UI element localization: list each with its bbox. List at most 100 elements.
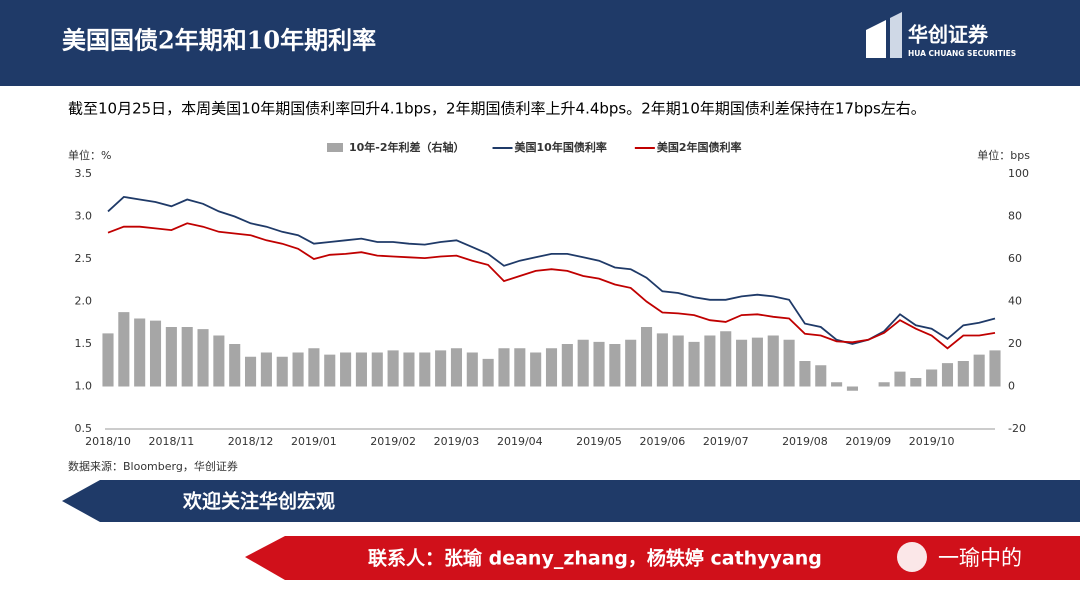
logo: 华创证券 HUA CHUANG SECURITIES [866, 12, 1016, 58]
bar [941, 363, 954, 387]
bar [213, 335, 225, 387]
bar [340, 352, 352, 387]
y2-tick-label: 80 [1008, 210, 1022, 223]
y-tick-label: 3.0 [75, 210, 93, 223]
bar [672, 335, 684, 387]
bar [514, 348, 526, 387]
bar [530, 352, 542, 387]
y2-unit: 单位：bps [977, 148, 1030, 162]
y-tick-label: 3.5 [75, 167, 93, 180]
bar [387, 350, 399, 387]
y2-tick-label: -20 [1008, 422, 1026, 435]
line [107, 222, 996, 350]
bar [815, 365, 827, 387]
bar [846, 386, 858, 391]
x-tick-label: 2019/03 [434, 435, 480, 448]
bar [355, 352, 367, 387]
bar [656, 333, 668, 387]
logo-sub: HUA CHUANG SECURITIES [908, 49, 1016, 58]
y-tick-label: 2.5 [75, 252, 93, 265]
bar [609, 344, 621, 387]
legend: 10年-2年利差（右轴） 美国10年国债利率 美国2年国债利率 [327, 140, 742, 154]
y2-tick-label: 100 [1008, 167, 1029, 180]
bar [102, 333, 114, 387]
bar [197, 329, 209, 387]
bar [894, 371, 906, 387]
bar [435, 350, 447, 387]
x-tick-label: 2019/02 [370, 435, 416, 448]
legend-swatch [327, 143, 343, 152]
bar [751, 337, 763, 387]
y2-tick-label: 20 [1008, 337, 1022, 350]
bar [482, 358, 494, 387]
x-tick-label: 2019/09 [845, 435, 891, 448]
bar [736, 339, 748, 387]
bar [625, 339, 637, 387]
bar [957, 361, 969, 387]
bar [308, 348, 320, 387]
bar [926, 369, 938, 387]
bar [640, 327, 653, 387]
y-tick-label: 1.5 [75, 337, 93, 350]
bar [419, 352, 431, 387]
x-tick-label: 2019/06 [640, 435, 686, 448]
bar [276, 356, 288, 387]
bar [181, 327, 193, 387]
legend-label: 10年-2年利差（右轴） [349, 140, 465, 154]
bar [878, 382, 890, 387]
x-tick-label: 2019/05 [576, 435, 622, 448]
slide-title: 美国国债2年期和10年期利率 [62, 26, 376, 55]
contact-banner [245, 536, 1080, 580]
legend-label: 美国10年国债利率 [515, 140, 607, 154]
bar [973, 354, 985, 387]
wechat-icon [897, 542, 927, 572]
bar [577, 339, 589, 387]
bar [704, 335, 716, 387]
y-tick-label: 2.0 [75, 295, 93, 308]
x-tick-label: 2018/10 [85, 435, 131, 448]
bar [371, 352, 383, 387]
bar [720, 331, 732, 387]
banner [62, 480, 1080, 522]
watermark: 一瑜中的 [938, 546, 1022, 570]
contact-text: 联系人：张瑜 deany_zhang，杨轶婷 cathyyang [368, 547, 822, 570]
bar [134, 318, 146, 387]
bar [450, 348, 463, 387]
y-tick-label: 1.0 [75, 380, 93, 393]
x-tick-label: 2019/01 [291, 435, 337, 448]
bar [910, 378, 922, 387]
x-tick-label: 2019/08 [782, 435, 828, 448]
y-tick-label: 0.5 [75, 422, 93, 435]
bar [260, 352, 272, 387]
logo-mark [866, 20, 886, 58]
source: 数据来源：Bloomberg，华创证券 [68, 459, 238, 473]
y2-tick-label: 60 [1008, 252, 1022, 265]
bar [245, 356, 257, 387]
bar [292, 352, 304, 387]
legend-label: 美国2年国债利率 [657, 140, 742, 154]
y-unit: 单位：% [68, 148, 111, 162]
bar [165, 327, 177, 387]
x-tick-label: 2018/12 [228, 435, 274, 448]
bar [767, 335, 779, 387]
bar [688, 341, 700, 387]
bar [118, 312, 130, 387]
bar [561, 344, 573, 387]
logo-name: 华创证券 [908, 23, 989, 47]
subtitle: 截至10月25日，本周美国10年期国债利率回升4.1bps，2年期国债利率上升4… [68, 100, 926, 118]
y2-tick-label: 40 [1008, 295, 1022, 308]
bar [498, 348, 510, 387]
y2-tick-label: 0 [1008, 380, 1015, 393]
bar [831, 382, 843, 387]
bar [593, 341, 605, 387]
bar [989, 350, 1001, 387]
logo-mark [890, 12, 902, 58]
x-tick-label: 2018/11 [149, 435, 195, 448]
x-tick-label: 2019/04 [497, 435, 543, 448]
bar [466, 352, 478, 387]
bar [229, 344, 241, 387]
x-tick-label: 2019/10 [909, 435, 955, 448]
banner-text: 欢迎关注华创宏观 [182, 490, 335, 513]
bar [324, 354, 336, 387]
